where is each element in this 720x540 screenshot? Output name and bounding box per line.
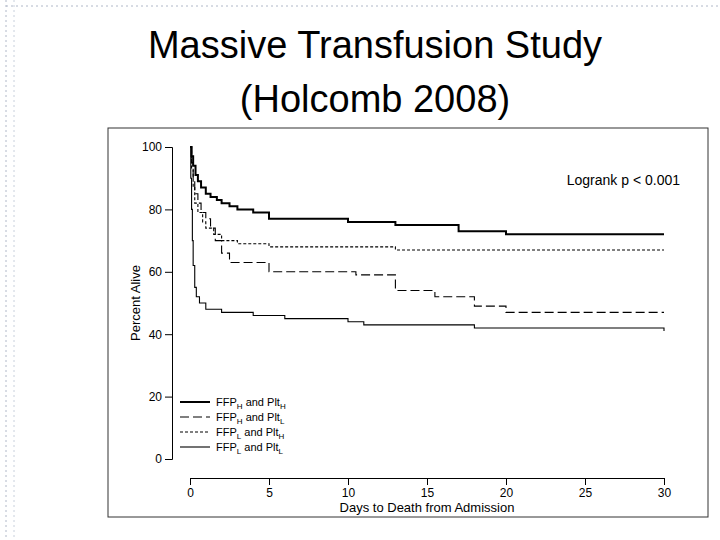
- x-axis: 0 5 10 15 20 25 30: [187, 478, 671, 500]
- x-tick-label: 10: [342, 486, 356, 500]
- survival-curve: [190, 147, 664, 250]
- y-tick-label: 100: [142, 140, 162, 154]
- y-tick-mark: [165, 334, 172, 335]
- legend-label: FFPL and PltL: [216, 441, 284, 456]
- x-tick: 5: [266, 478, 273, 500]
- x-tick-mark: [348, 478, 349, 485]
- title: Massive Transfusion Study: [148, 24, 602, 66]
- survival-curve: [190, 147, 664, 234]
- y-tick-label: 0: [155, 452, 162, 466]
- legend-label: FFPL and PltH: [216, 426, 285, 441]
- x-tick-label: 25: [579, 486, 593, 500]
- y-tick-mark: [165, 209, 172, 210]
- x-tick-mark: [190, 478, 191, 485]
- x-tick-mark: [427, 478, 428, 485]
- slide-border: [6, 0, 7, 540]
- y-tick-mark: [165, 459, 172, 460]
- legend-label: FFPH and PltH: [216, 396, 286, 411]
- x-tick-label: 20: [500, 486, 514, 500]
- x-tick-label: 30: [658, 486, 672, 500]
- y-axis-title: Percent Alive: [128, 265, 143, 341]
- legend: FFPH and PltHFFPH and PltLFFPL and PltHF…: [180, 396, 286, 456]
- legend-swatch: [180, 416, 210, 417]
- y-tick-label: 60: [149, 265, 163, 279]
- x-tick-mark: [506, 478, 507, 485]
- y-tick: 100: [142, 140, 172, 154]
- x-axis-title: Days to Death from Admission: [340, 500, 515, 515]
- survival-curve: [190, 147, 664, 312]
- x-tick: 0: [187, 478, 194, 500]
- slide-border: [14, 0, 15, 540]
- y-tick-mark: [165, 272, 172, 273]
- y-tick: 40: [149, 328, 172, 342]
- slide: Massive Transfusion Study (Holcomb 2008) 0…: [0, 0, 720, 540]
- chart-frame: [108, 128, 708, 517]
- y-tick-mark: [165, 397, 172, 398]
- plot-area: [190, 147, 664, 331]
- x-axis-line: [191, 479, 665, 486]
- y-tick-label: 20: [149, 390, 163, 404]
- x-tick: 30: [658, 478, 672, 500]
- annotation: Logrank p < 0.001: [567, 172, 680, 188]
- x-tick: 15: [421, 478, 435, 500]
- y-tick: 0: [155, 452, 172, 466]
- x-tick-label: 15: [421, 486, 435, 500]
- y-tick-mark: [165, 147, 172, 148]
- y-tick-label: 80: [149, 203, 163, 217]
- legend-label: FFPH and PltL: [216, 411, 285, 426]
- x-tick-mark: [585, 478, 586, 485]
- legend-swatch: [180, 401, 210, 403]
- x-tick-mark: [664, 478, 665, 485]
- x-tick: 20: [500, 478, 514, 500]
- legend-swatch: [180, 431, 210, 432]
- y-axis-line: [165, 148, 173, 460]
- x-tick: 25: [579, 478, 593, 500]
- title: (Holcomb 2008): [240, 78, 510, 120]
- y-tick: 60: [149, 265, 172, 279]
- slide-border: [6, 6, 720, 7]
- survival-curve: [190, 147, 664, 331]
- x-tick: 10: [342, 478, 356, 500]
- legend-swatch: [180, 446, 210, 447]
- y-axis: 0 20 40 60 80 100: [142, 140, 173, 466]
- x-tick-mark: [269, 478, 270, 485]
- y-tick-label: 40: [149, 328, 163, 342]
- y-tick: 20: [149, 390, 172, 404]
- x-tick-label: 0: [187, 486, 194, 500]
- y-tick: 80: [149, 203, 172, 217]
- x-tick-label: 5: [266, 486, 273, 500]
